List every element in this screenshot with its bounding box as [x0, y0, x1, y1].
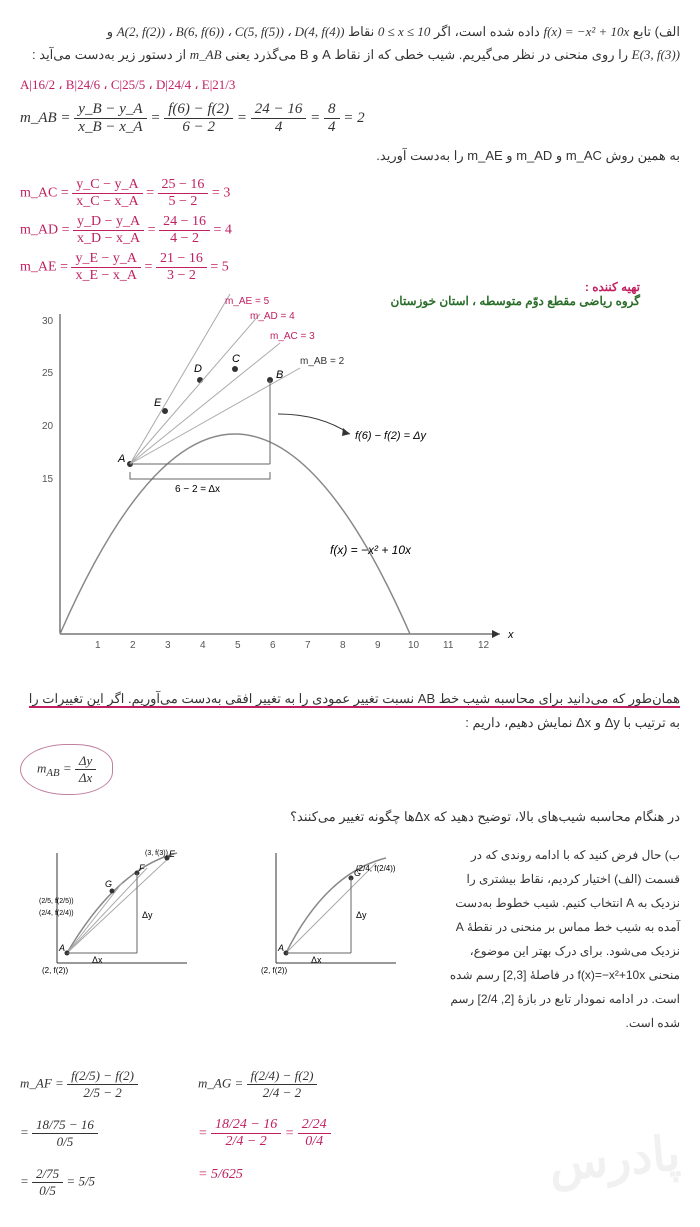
svg-text:3: 3 [165, 640, 171, 651]
svg-text:(2/4, f(2/4)): (2/4, f(2/4)) [39, 910, 74, 917]
intro: الف) تابع [633, 24, 680, 39]
svg-text:30: 30 [42, 316, 54, 327]
svg-text:6: 6 [270, 640, 276, 651]
svg-text:5: 5 [235, 640, 241, 651]
svg-text:G: G [105, 879, 112, 889]
part-b-section: ب) حال فرض کنید که با ادامه روندی که در … [20, 843, 680, 1045]
svg-text:(3, f(3)): (3, f(3)) [145, 850, 168, 857]
svg-text:(2, f(2)): (2, f(2)) [42, 966, 69, 975]
publisher-title: تهیه کننده : [360, 280, 640, 294]
and: و [107, 24, 113, 39]
svg-text:7: 7 [305, 640, 311, 651]
svg-text:8: 8 [340, 640, 346, 651]
svg-text:A: A [277, 943, 284, 953]
svg-text:m_AB = 2: m_AB = 2 [300, 356, 345, 367]
svg-text:m_AD = 4: m_AD = 4 [250, 311, 295, 322]
svg-text:1: 1 [95, 640, 101, 651]
part-b-text: ب) حال فرض کنید که با ادامه روندی که در … [448, 843, 681, 1035]
small-chart-1: A E F G (3, f(3)) (2/5, f(2/5)) (2/4, f(… [20, 843, 214, 1045]
svg-text:E: E [169, 849, 176, 859]
svg-text:f(6) − f(2) = Δy: f(6) − f(2) = Δy [355, 430, 427, 442]
svg-text:m_AE = 5: m_AE = 5 [225, 296, 270, 307]
calc-mAG: m_AG = f(2/4) − f(2)2/4 − 2 = 18/24 − 16… [198, 1068, 331, 1199]
function-def: f(x) = −x² + 10x [543, 20, 629, 43]
problem-statement: الف) تابع f(x) = −x² + 10x داده شده است،… [20, 20, 680, 67]
svg-text:11: 11 [443, 640, 454, 651]
handwritten-calculations: m_AC = y_C − y_Ax_C − x_A = 25 − 165 − 2… [20, 177, 680, 284]
svg-text:D: D [194, 363, 202, 375]
para2-line2: به ترتیب با Δy و Δx نمایش دهیم، داریم : [465, 715, 680, 730]
part-b-text-col: ب) حال فرض کنید که با ادامه روندی که در … [448, 843, 681, 1045]
small-chart-2: A G (2/4, f(2/4)) (2, f(2)) Δy Δx [234, 843, 428, 1045]
svg-text:Δx: Δx [92, 955, 103, 965]
slope-sym: m_AB [190, 43, 222, 66]
para2-text: همان‌طور که می‌دانید برای محاسبه شیب خط … [29, 691, 680, 708]
points-label: نقاط [348, 24, 374, 39]
calc-mAF: m_AF = f(2/5) − f(2)2/5 − 2 = 18/75 − 16… [20, 1068, 138, 1199]
svg-text:20: 20 [42, 421, 54, 432]
svg-text:10: 10 [408, 640, 420, 651]
svg-text:Δy: Δy [142, 910, 153, 920]
svg-text:9: 9 [375, 640, 381, 651]
question: در هنگام محاسبه شیب‌های بالا، توضیح دهید… [20, 805, 680, 828]
main-slope-formula: m_AB = y_B − y_Ax_B − x_A = f(6) − f(2)6… [20, 101, 680, 136]
bottom-calcs: m_AF = f(2/5) − f(2)2/5 − 2 = 18/75 − 16… [20, 1060, 680, 1207]
svg-text:Δx: Δx [311, 955, 322, 965]
boxed-formula-wrap: mAB = ΔyΔx [20, 744, 680, 795]
svg-text:12: 12 [478, 640, 490, 651]
svg-text:(2/4, f(2/4)): (2/4, f(2/4)) [356, 864, 396, 873]
svg-text:C: C [232, 353, 240, 365]
points: A(2, f(2)) ، B(6, f(6)) ، C(5, f(5)) ، D… [117, 20, 345, 43]
svg-text:A: A [58, 943, 65, 953]
red-points-annotation: A|16/2 ، B|24/6 ، C|25/5 ، D|24/4 ، E|21… [20, 77, 680, 93]
range: 0 ≤ x ≤ 10 [378, 20, 431, 43]
boxed-formula: mAB = ΔyΔx [20, 744, 113, 795]
svg-text:E: E [154, 397, 162, 409]
publisher-box: تهیه کننده : گروه ریاضی مقطع دوّم متوسطه… [360, 280, 640, 308]
desc: داده شده است، اگر [434, 24, 540, 39]
svg-text:m_AC = 3: m_AC = 3 [270, 331, 315, 342]
calc-mAC: m_AC = y_C − y_Ax_C − x_A = 25 − 165 − 2… [20, 177, 680, 210]
svg-text:(2/5, f(2/5)): (2/5, f(2/5)) [39, 898, 74, 905]
main-chart: x 123 456 789 101112 1520 2530 A B C D E… [20, 294, 680, 677]
svg-text:x: x [507, 629, 514, 641]
calc-mAD: m_AD = y_D − y_Ax_D − x_A = 24 − 164 − 2… [20, 214, 680, 247]
paragraph-2: همان‌طور که می‌دانید برای محاسبه شیب خط … [20, 687, 680, 734]
instruction: به همین روش m_AC و m_AD و m_AE را به‌دست… [20, 144, 680, 167]
publisher-name: گروه ریاضی مقطع دوّم متوسطه ، استان خوزس… [360, 294, 640, 308]
svg-text:6 − 2 = Δx: 6 − 2 = Δx [175, 484, 220, 495]
svg-text:2: 2 [130, 640, 136, 651]
svg-text:15: 15 [42, 474, 54, 485]
svg-text:Δy: Δy [356, 910, 367, 920]
svg-text:f(x) = −x² + 10x: f(x) = −x² + 10x [330, 543, 412, 557]
svg-text:4: 4 [200, 640, 206, 651]
svg-text:A: A [117, 453, 125, 465]
svg-text:(2, f(2)): (2, f(2)) [261, 966, 288, 975]
svg-text:25: 25 [42, 368, 54, 379]
extra-point: E(3, f(3)) [632, 43, 680, 66]
line1-end: را روی منحنی در نظر می‌گیریم. شیب خطی که… [225, 47, 628, 62]
svg-text:F: F [139, 863, 145, 873]
line2-end: از دستور زیر به‌دست می‌آید : [32, 47, 186, 62]
